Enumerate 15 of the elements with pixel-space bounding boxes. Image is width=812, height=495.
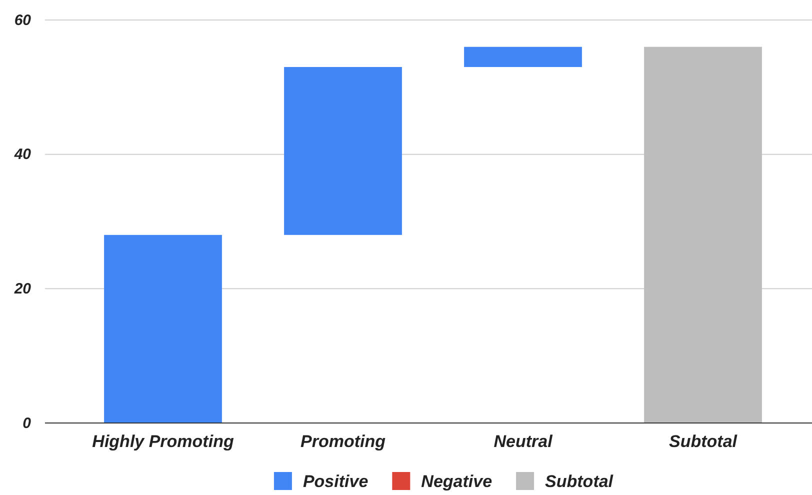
bar: [464, 46, 582, 68]
x-tick-label: Subtotal: [669, 432, 738, 452]
legend-label: Subtotal: [545, 472, 614, 491]
bar: [644, 46, 762, 423]
x-tick-label: Promoting: [300, 432, 386, 452]
y-tick-label: 20: [13, 280, 32, 298]
y-tick-label: 60: [14, 12, 32, 29]
legend-label: Negative: [421, 472, 492, 491]
legend-label: Positive: [302, 472, 368, 491]
x-tick-label: Highly Promoting: [92, 432, 234, 452]
bar: [284, 67, 402, 235]
y-tick-label: 40: [13, 146, 32, 164]
bar: [104, 234, 222, 423]
y-tick-label: 0: [22, 414, 32, 432]
x-tick-label: Neutral: [494, 432, 554, 452]
